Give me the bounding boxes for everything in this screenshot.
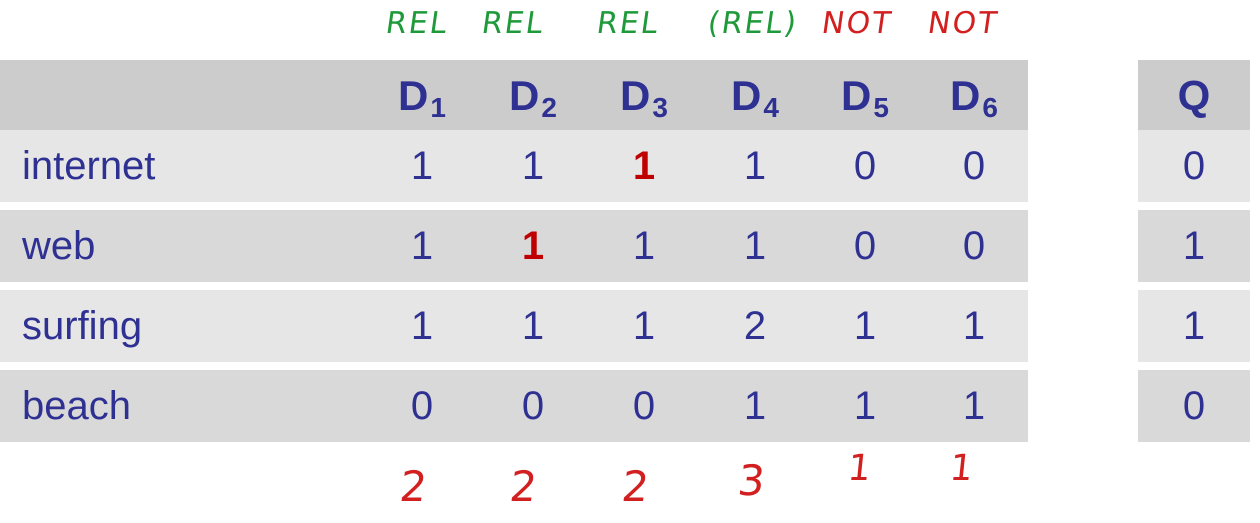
cell-surfing-d2: 1 xyxy=(478,290,588,362)
cell-web-d5: 0 xyxy=(810,210,920,282)
cell-internet-d4: 1 xyxy=(700,130,810,202)
term-surfing: surfing xyxy=(0,290,366,362)
cell-internet-d1: 1 xyxy=(366,130,478,202)
cell-surfing-q: 1 xyxy=(1138,290,1250,362)
annotation-bottom-d3: 2 xyxy=(619,462,654,511)
cell-web-d6: 0 xyxy=(920,210,1028,282)
annotation-bottom-d4: 3 xyxy=(735,456,770,505)
cell-beach-d5: 1 xyxy=(810,370,920,442)
annotation-bottom-d1: 2 xyxy=(397,462,432,511)
cell-internet-d3-highlight: 1 xyxy=(588,130,700,202)
cell-web-d1: 1 xyxy=(366,210,478,282)
cell-web-d2-highlight: 1 xyxy=(478,210,588,282)
cell-surfing-d4: 2 xyxy=(700,290,810,362)
cell-surfing-d5: 1 xyxy=(810,290,920,362)
cell-surfing-d1: 1 xyxy=(366,290,478,362)
term-web: web xyxy=(0,210,366,282)
annotation-top-d5: NOT xyxy=(819,6,895,41)
term-internet: internet xyxy=(0,130,366,202)
cell-beach-d4: 1 xyxy=(700,370,810,442)
cell-beach-q: 0 xyxy=(1138,370,1250,442)
cell-internet-d2: 1 xyxy=(478,130,588,202)
cell-web-q: 1 xyxy=(1138,210,1250,282)
cell-web-d3: 1 xyxy=(588,210,700,282)
annotation-bottom-d6: 1 xyxy=(947,448,978,489)
header-term-blank xyxy=(0,60,366,132)
cell-internet-d6: 0 xyxy=(920,130,1028,202)
annotation-bottom-d5: 1 xyxy=(845,448,876,489)
cell-surfing-d3: 1 xyxy=(588,290,700,362)
annotation-top-d4: (REL) xyxy=(705,6,801,41)
cell-internet-d5: 0 xyxy=(810,130,920,202)
annotation-top-d6: NOT xyxy=(925,6,1001,41)
annotation-top-d1: REL xyxy=(383,6,451,41)
cell-web-d4: 1 xyxy=(700,210,810,282)
cell-beach-d2: 0 xyxy=(478,370,588,442)
annotation-bottom-d2: 2 xyxy=(507,462,542,511)
annotation-top-d2: REL xyxy=(479,6,547,41)
cell-beach-d1: 0 xyxy=(366,370,478,442)
term-beach: beach xyxy=(0,370,366,442)
cell-internet-q: 0 xyxy=(1138,130,1250,202)
annotation-top-d3: REL xyxy=(594,6,662,41)
header-q: Q xyxy=(1138,60,1250,132)
cell-beach-d3: 0 xyxy=(588,370,700,442)
cell-beach-d6: 1 xyxy=(920,370,1028,442)
cell-surfing-d6: 1 xyxy=(920,290,1028,362)
